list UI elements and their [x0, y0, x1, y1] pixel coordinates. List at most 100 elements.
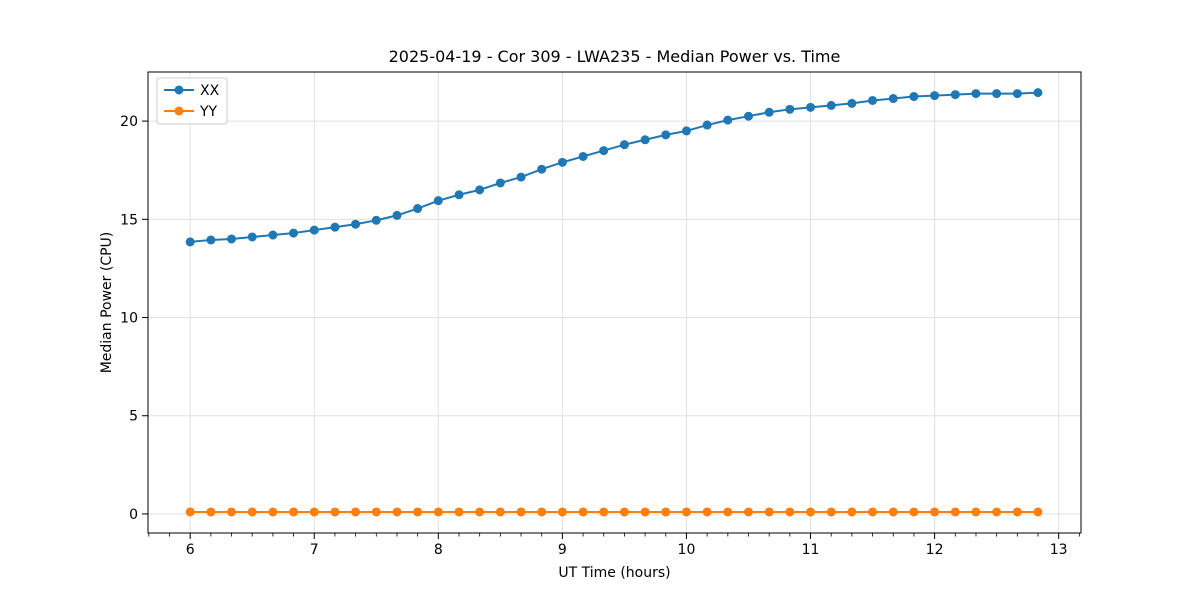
x-tick-label: 11 [802, 542, 820, 558]
data-point-yy [392, 507, 402, 517]
data-point-yy [226, 507, 236, 517]
x-tick-label: 12 [926, 542, 944, 558]
legend: XX YY [156, 77, 228, 125]
data-point-xx [888, 94, 898, 104]
data-point-xx [185, 237, 195, 247]
y-tick-label: 5 [129, 409, 138, 425]
data-point-yy [413, 507, 423, 517]
data-point-yy [599, 507, 609, 517]
data-point-xx [743, 111, 753, 121]
data-point-xx [681, 126, 691, 136]
legend-marker [174, 85, 184, 95]
data-point-yy [619, 507, 629, 517]
data-point-yy [806, 507, 816, 517]
data-point-yy [454, 507, 464, 517]
legend-marker [174, 106, 184, 116]
x-tick-label: 7 [310, 542, 319, 558]
chart-title: 2025-04-19 - Cor 309 - LWA235 - Median P… [389, 47, 841, 66]
data-point-yy [847, 507, 857, 517]
data-point-xx [806, 102, 816, 112]
data-point-yy [578, 507, 588, 517]
x-tick-label: 9 [558, 542, 567, 558]
data-point-yy [557, 507, 567, 517]
data-point-xx [764, 107, 774, 117]
y-tick-label: 15 [120, 212, 138, 228]
data-point-yy [185, 507, 195, 517]
data-point-xx [661, 130, 671, 140]
data-point-yy [702, 507, 712, 517]
legend-label: YY [199, 104, 218, 120]
data-point-yy [516, 507, 526, 517]
data-point-yy [289, 507, 299, 517]
data-point-xx [371, 215, 381, 225]
data-point-yy [930, 507, 940, 517]
data-point-xx [454, 190, 464, 200]
y-axis-label: Median Power (CPU) [99, 232, 115, 374]
data-point-yy [909, 507, 919, 517]
data-point-yy [868, 507, 878, 517]
tick-layer: 6 7 8 9 10 11 12 13 0 5 10 15 20 [120, 114, 1080, 558]
x-tick-label: 13 [1050, 542, 1068, 558]
x-tick-label: 10 [678, 542, 696, 558]
data-point-xx [971, 89, 981, 99]
data-point-xx [909, 92, 919, 102]
data-point-xx [1012, 89, 1022, 99]
data-point-xx [847, 98, 857, 108]
x-axis-label: UT Time (hours) [558, 565, 670, 581]
series-layer [185, 88, 1043, 517]
data-point-yy [681, 507, 691, 517]
data-point-xx [950, 90, 960, 100]
data-point-xx [868, 95, 878, 105]
data-point-xx [537, 164, 547, 174]
data-point-xx [247, 232, 257, 242]
data-point-xx [930, 91, 940, 101]
data-point-xx [1033, 88, 1043, 98]
data-point-yy [785, 507, 795, 517]
plot-frame [147, 71, 1082, 534]
data-point-xx [826, 100, 836, 110]
data-point-xx [992, 89, 1002, 99]
data-point-xx [226, 234, 236, 244]
y-tick-label: 20 [120, 114, 138, 130]
data-point-yy [640, 507, 650, 517]
data-point-xx [309, 225, 319, 235]
data-point-yy [1033, 507, 1043, 517]
data-point-yy [1012, 507, 1022, 517]
data-point-yy [971, 507, 981, 517]
data-point-yy [371, 507, 381, 517]
data-point-xx [640, 135, 650, 145]
data-point-xx [351, 219, 361, 229]
data-point-yy [206, 507, 216, 517]
data-point-yy [537, 507, 547, 517]
data-point-yy [475, 507, 485, 517]
legend-label: XX [200, 83, 220, 99]
data-point-xx [557, 157, 567, 167]
data-point-xx [289, 228, 299, 238]
data-point-xx [619, 140, 629, 150]
data-point-xx [392, 210, 402, 220]
data-point-yy [764, 507, 774, 517]
data-point-xx [495, 178, 505, 188]
data-point-xx [433, 196, 443, 206]
data-point-xx [702, 120, 712, 130]
data-point-yy [495, 507, 505, 517]
data-point-yy [433, 507, 443, 517]
data-point-yy [950, 507, 960, 517]
data-point-xx [268, 230, 278, 240]
y-tick-label: 10 [120, 311, 138, 327]
data-point-yy [888, 507, 898, 517]
data-point-yy [330, 507, 340, 517]
data-point-yy [661, 507, 671, 517]
data-point-xx [785, 104, 795, 114]
data-point-yy [247, 507, 257, 517]
y-tick-label: 0 [129, 507, 138, 523]
data-point-xx [475, 185, 485, 195]
grid-layer [148, 72, 1081, 533]
data-point-yy [309, 507, 319, 517]
data-point-yy [351, 507, 361, 517]
data-point-xx [206, 235, 216, 245]
data-point-yy [826, 507, 836, 517]
data-point-xx [599, 146, 609, 156]
data-point-yy [992, 507, 1002, 517]
